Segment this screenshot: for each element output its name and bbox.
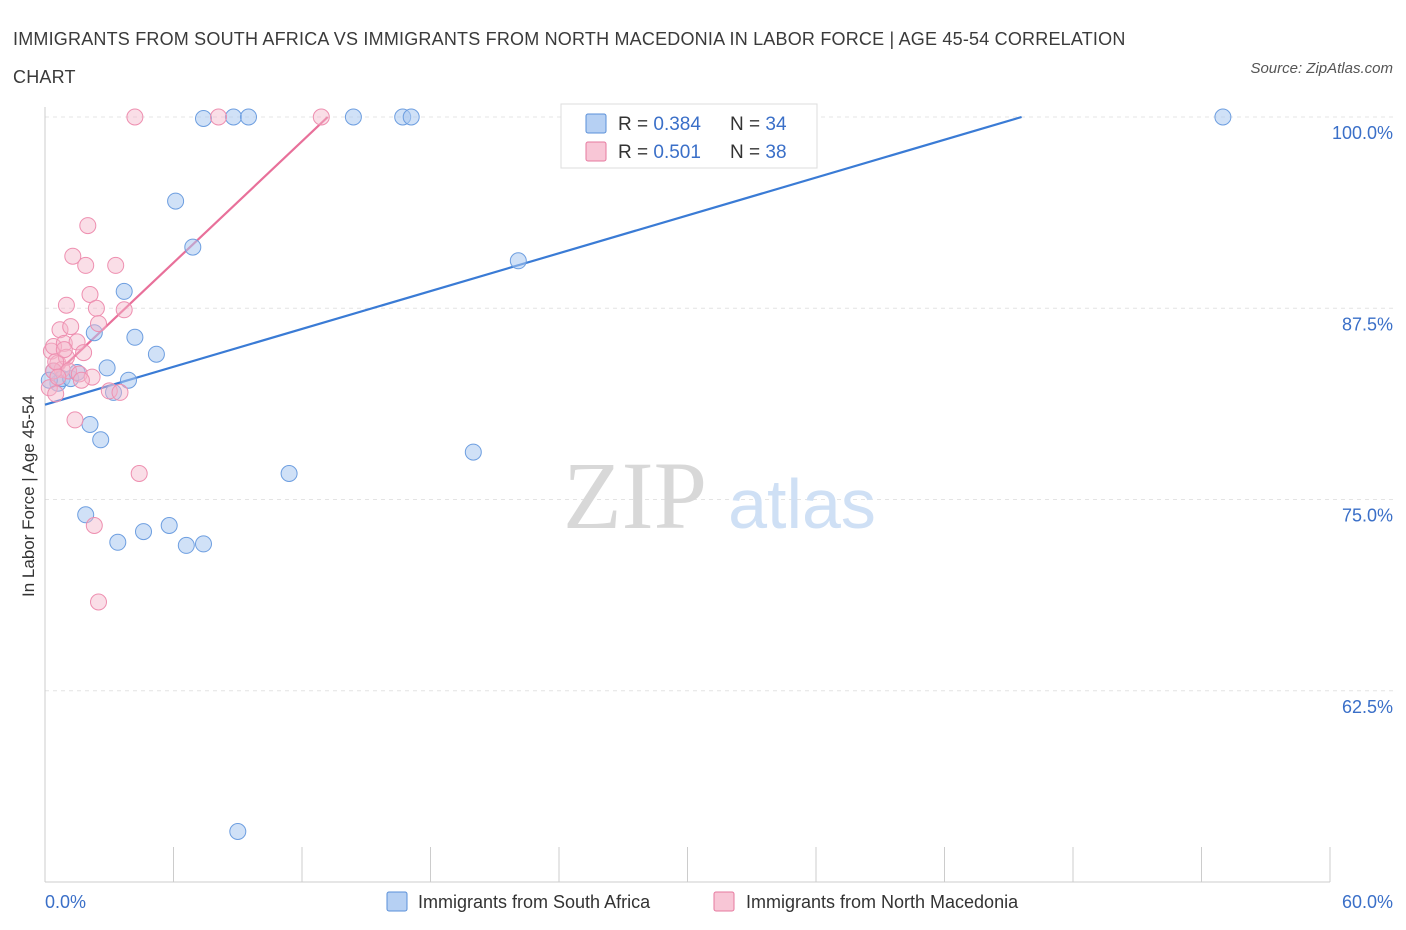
series-legend: Immigrants from South Africa Immigrants … [386,891,1019,912]
legend-r-value-2: 0.501 [653,142,701,163]
point-blue [98,359,116,377]
point-pink [87,299,105,317]
point-blue [402,108,420,126]
point-pink [83,368,101,386]
series-legend-label-1: Immigrants from South Africa [418,892,651,912]
legend-r-label-1: R = [618,114,653,135]
point-blue [464,443,482,461]
x-tick-label-min: 0.0% [45,892,86,912]
legend-n-value-1: 34 [765,114,787,135]
point-pink [111,383,129,401]
point-pink [49,368,67,386]
point-blue [1214,108,1232,126]
point-pink [75,344,93,362]
point-pink [79,217,97,235]
point-blue [120,371,137,389]
point-blue [85,324,103,342]
x-tick-label-max: 60.0% [1342,892,1393,912]
point-pink [57,296,75,314]
point-pink [68,333,86,351]
legend-swatch-pink [585,141,607,162]
stats-legend: R = 0.384 N = 34 R = 0.501 N = 38 [560,103,818,169]
gridlines [45,116,1393,692]
point-pink [47,385,65,403]
axes [44,107,1331,883]
svg-text:R = 0.384: R = 0.384 [618,114,701,135]
trend-lines [44,115,1022,406]
point-blue [160,517,178,534]
point-pink [55,341,73,359]
point-pink [60,362,78,380]
point-blue [92,431,110,449]
svg-text:N = 38: N = 38 [730,142,787,163]
point-pink [85,517,103,534]
point-pink [90,593,107,611]
svg-text:N = 34: N = 34 [730,114,787,135]
series-legend-label-2: Immigrants from North Macedonia [746,892,1019,912]
point-blue [109,533,127,551]
point-blue [147,345,165,363]
point-blue [225,108,242,126]
legend-swatch-blue [585,113,607,134]
point-blue [115,282,133,300]
source-credit: Source: ZipAtlas.com [1250,60,1393,77]
point-pink [100,382,118,400]
point-pink [312,108,330,126]
point-blue [177,536,195,554]
legend-r-label-2: R = [618,142,653,163]
point-blue [195,110,212,127]
point-blue [81,416,99,433]
series-legend-swatch-pink [713,891,735,912]
y-axis-label: In Labor Force | Age 45-54 [19,395,38,597]
point-pink [72,371,90,389]
legend-n-label-1: N = [730,114,765,135]
legend-n-value-2: 38 [765,142,786,163]
point-blue [280,465,298,482]
point-pink [70,365,88,383]
point-pink [66,411,84,429]
point-blue [509,252,527,270]
point-pink [210,108,227,126]
legend-r-value-1: 0.384 [653,114,701,135]
legend-n-label-2: N = [730,142,765,163]
data-points [40,108,1232,840]
point-pink [107,256,125,274]
point-pink [81,286,99,303]
y-tick-label: 62.5% [1342,697,1393,717]
point-pink [90,315,107,333]
trend-line-blue [44,115,1022,406]
point-blue [184,238,202,256]
point-pink [115,301,133,319]
point-blue [195,535,212,553]
point-pink [62,318,80,336]
point-pink [64,247,82,265]
y-tick-label: 75.0% [1342,506,1393,526]
series-legend-swatch-blue [386,891,408,912]
point-blue [167,192,185,210]
point-blue [229,823,247,840]
point-pink [130,465,148,482]
point-blue [344,108,362,126]
point-pink [126,108,144,126]
point-blue [126,328,144,346]
chart-title: IMMIGRANTS FROM SOUTH AFRICA VS IMMIGRAN… [13,29,1126,87]
point-blue [135,523,152,541]
y-tick-label: 100.0% [1332,123,1393,143]
point-pink [51,321,69,339]
y-tick-labels: 62.5% 75.0% 87.5% 100.0% [1332,123,1393,717]
point-pink [77,256,95,274]
point-pink [55,334,73,352]
watermark-atlas: atlas [728,465,876,543]
svg-text:R = 0.501: R = 0.501 [618,142,701,163]
y-tick-label: 87.5% [1342,314,1393,334]
watermark-zip: ZIP [563,442,707,549]
point-blue [240,108,257,126]
